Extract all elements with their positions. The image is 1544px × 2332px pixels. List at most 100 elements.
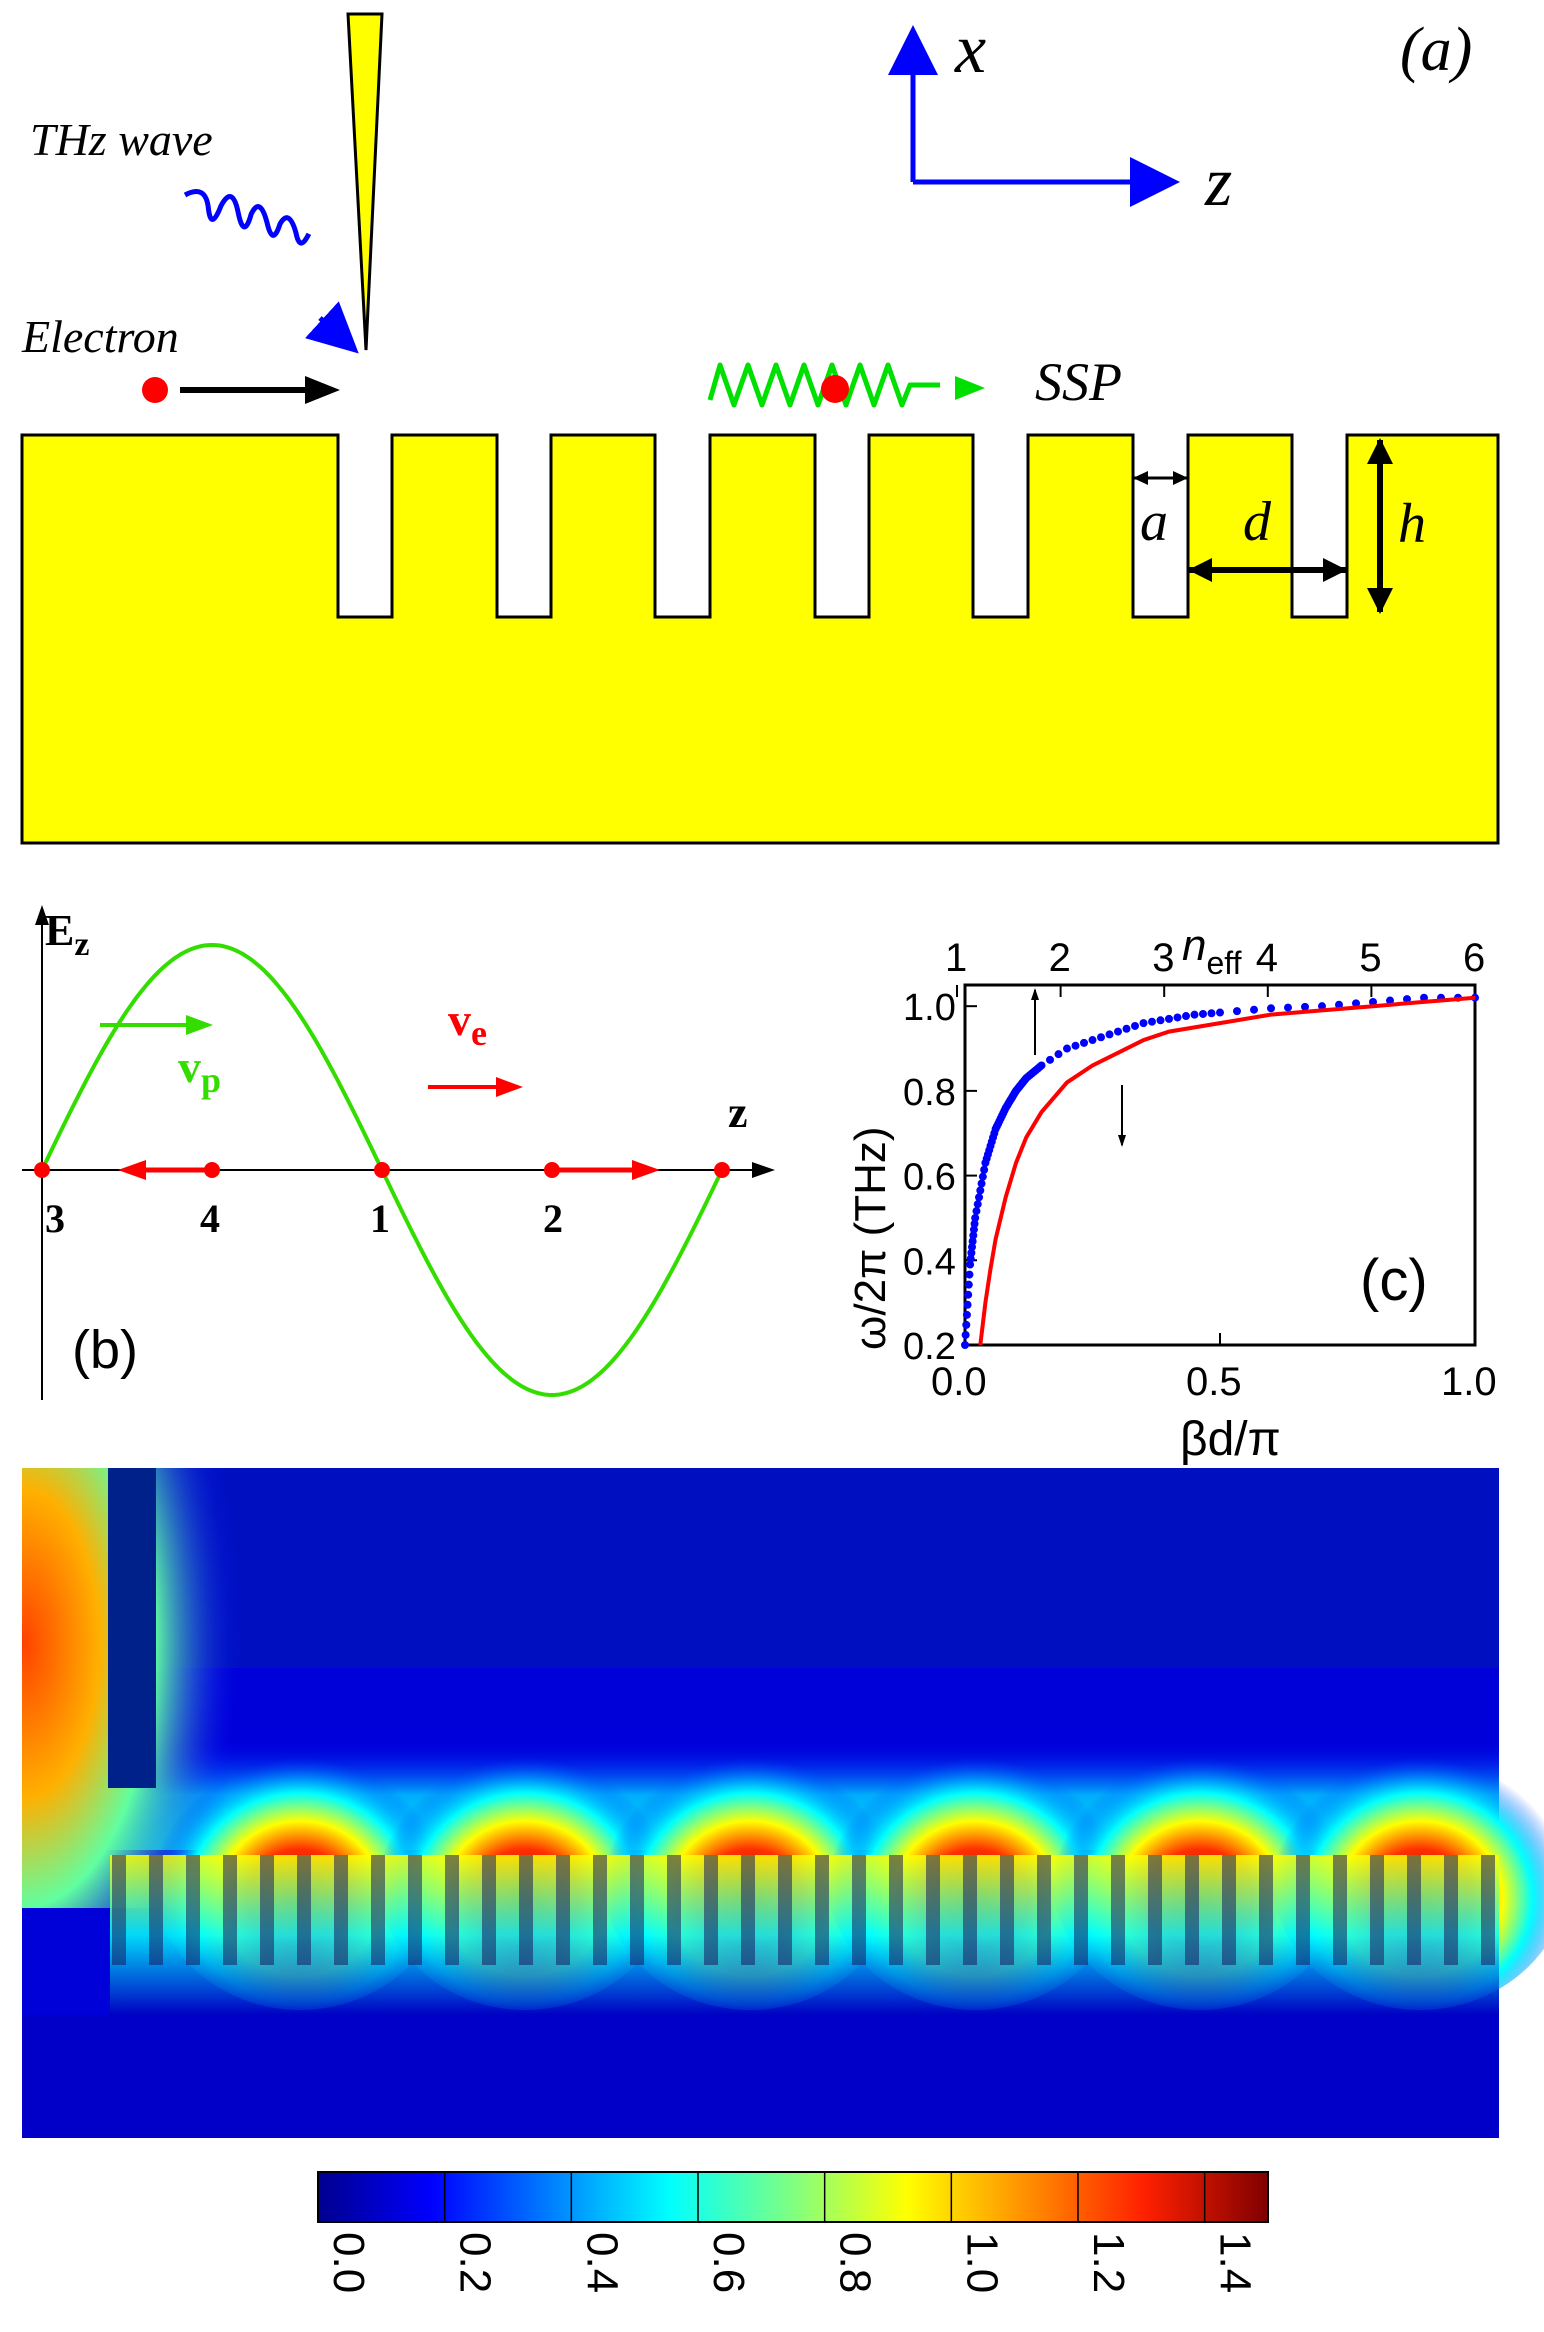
c-ytick-label: 0.8 [903,1072,956,1114]
c-series-point [1199,1009,1207,1018]
c-series-point [1054,1050,1063,1059]
panel-b-label: (b) [72,1320,138,1380]
c-arrow-up-head [1031,988,1039,1000]
ssp-electron-dot [821,375,849,403]
field-slot [778,1855,792,1965]
field-slot [371,1855,385,1965]
colorbar-tick-label: 1.4 [1211,2232,1260,2293]
c-series-point [973,1200,982,1209]
field-slot [1185,1855,1199,1965]
point-1-dot [374,1162,390,1178]
c-arrow-down-head [1118,1135,1126,1147]
field-slot [1444,1855,1458,1965]
field-map-tip-shadow [108,1468,156,1788]
ssp-label: SSP [1035,352,1122,412]
c-series-point [965,1270,974,1279]
c-series-point [1190,1010,1199,1019]
field-slot [593,1855,607,1965]
field-slot [1111,1855,1125,1965]
c-top-label: neff [1182,921,1242,981]
field-slot [1333,1855,1347,1965]
c-ytick-label: 0.4 [903,1241,956,1283]
ssp-squiggle [707,362,940,408]
c-series-point [1301,1002,1309,1011]
ssp-arrowhead [955,376,985,400]
c-series-point [1080,1038,1088,1047]
colorbar-tick-label: 1.0 [957,2232,1006,2293]
electron-dot [142,377,168,403]
field-slot [260,1855,274,1965]
c-series-point [963,1300,972,1309]
c-series-point [1173,1013,1182,1022]
point-3-dot [34,1162,50,1178]
c-ytick-label: 0.6 [903,1157,956,1199]
c-series-point [1182,1012,1190,1021]
electron-arrowhead [305,376,340,404]
field-slot [1296,1855,1310,1965]
c-series-point [1403,995,1411,1004]
c-series-point [1046,1055,1054,1064]
panel-a: x z (a) THz wave Electron SSP a d h [20,11,1500,845]
ve-arrowhead [496,1077,523,1097]
field-slots [112,1855,1495,1965]
c-series-point [1156,1016,1165,1025]
c-series-point [964,1290,973,1299]
dim-a-label: a [1140,491,1168,553]
b-x-label: z [728,1088,748,1137]
c-series-point [1071,1041,1080,1050]
colorbar-tick-label: 0.8 [831,2232,880,2293]
field-slot [926,1855,940,1965]
point2-arrowhead [632,1160,660,1180]
c-series-point [1148,1017,1156,1026]
field-map-substrate [22,2015,1499,2138]
ve-label: ve [448,994,487,1053]
colorbar-tick-label: 0.0 [324,2232,373,2293]
c-series-point [1420,993,1428,1002]
point-4-label: 4 [200,1196,220,1241]
c-xtick-label: 1.0 [1441,1360,1497,1404]
c-series-point [978,1172,987,1181]
c-ticks: 0.0 0.5 1.0 0.2 0.4 0.6 0.8 1.0 1 2 3 4 5 6 [903,936,1497,1404]
field-slot [741,1855,755,1965]
c-xlabel: βd/π [1180,1413,1281,1466]
c-series-point [1097,1033,1105,1042]
c-series-point [1233,1007,1241,1016]
field-slot [1370,1855,1384,1965]
field-slot [852,1855,866,1965]
c-series-point [1207,1009,1216,1018]
panel-b: Ez z vp ve 3 4 1 2 (b) [22,905,775,1400]
c-series-point [961,1330,970,1339]
dim-a-head-right [1173,471,1188,485]
dim-d-head-right [1323,558,1347,582]
field-slot [1481,1855,1495,1965]
vp-arrowhead [186,1015,213,1035]
c-toptick-label: 6 [1463,936,1485,980]
c-series-point [1284,1003,1292,1012]
colorbar-gradient [317,2171,1269,2223]
field-slot [297,1855,311,1965]
field-slot [1074,1855,1088,1965]
field-slot [149,1855,163,1965]
thz-arrow [304,301,359,354]
colorbar-ticks: 0.0 0.2 0.4 0.6 0.8 1.0 1.2 1.4 [317,2172,1260,2293]
c-series-point [1139,1019,1148,1028]
field-slot [1259,1855,1273,1965]
c-series-point [968,1237,977,1246]
field-slot [334,1855,348,1965]
c-series-point [1131,1021,1139,1030]
field-slot [704,1855,718,1965]
c-series-point [1216,1008,1224,1017]
point4-arrowhead [118,1160,146,1180]
c-series-point [1105,1030,1114,1039]
c-xtick-label: 0.5 [1186,1360,1242,1404]
field-slot [1148,1855,1162,1965]
field-map [22,1468,1544,2138]
dim-d-label: d [1243,491,1272,553]
b-x-axis-head [752,1162,775,1178]
point-4-dot [204,1162,220,1178]
vp-label: vp [178,1041,221,1100]
field-slot [408,1855,422,1965]
c-toptick-label: 4 [1256,936,1278,980]
colorbar: 0.0 0.2 0.4 0.6 0.8 1.0 1.2 1.4 [317,2171,1269,2293]
